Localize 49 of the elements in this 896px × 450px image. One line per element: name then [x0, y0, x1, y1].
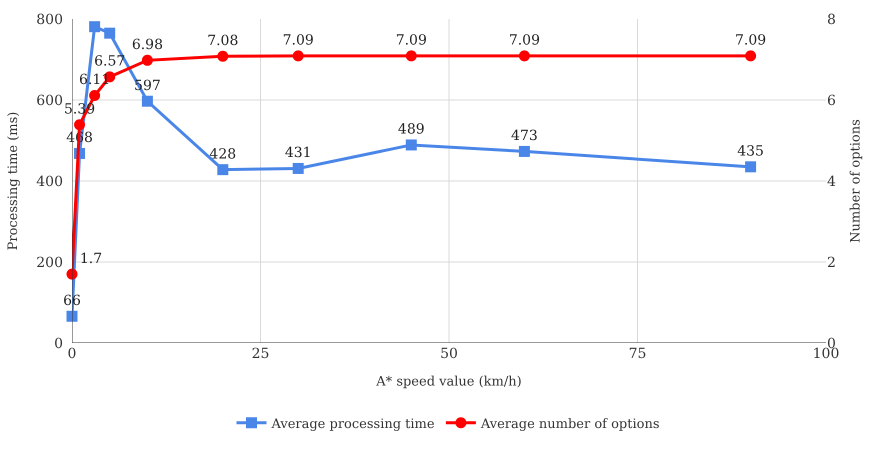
y2-axis-title: Number of options	[848, 119, 864, 243]
point	[142, 54, 153, 66]
point	[518, 50, 530, 62]
point	[406, 139, 417, 150]
point	[406, 50, 417, 62]
point	[142, 96, 153, 107]
x-tick-label: 50	[440, 346, 458, 362]
data-label: 7.09	[282, 32, 314, 48]
y2-tick-label: 2	[827, 254, 836, 271]
data-label: 7.09	[735, 32, 766, 48]
x-axis-title: A* speed value (km/h)	[375, 374, 522, 390]
point	[217, 50, 228, 62]
point	[89, 90, 100, 102]
data-label: 7.09	[508, 32, 540, 48]
data-label: 435	[737, 143, 764, 160]
y-tick-label: 400	[36, 174, 63, 190]
point	[292, 50, 304, 62]
point	[292, 162, 304, 174]
data-label: 6.98	[132, 36, 163, 53]
y-axis-title: Processing time (ms)	[6, 112, 22, 250]
y2-tick-label: 4	[827, 174, 836, 190]
point	[518, 146, 530, 157]
y-tick-label: 200	[36, 254, 63, 271]
data-label: 6.57	[94, 54, 126, 70]
legend-label: Average processing time	[270, 416, 435, 432]
data-label: 1.7	[80, 250, 102, 267]
data-label: 7.08	[207, 32, 238, 49]
data-label: 489	[398, 122, 425, 138]
legend-label: Average number of options	[480, 416, 660, 432]
point	[89, 21, 100, 32]
x-tick-label: 0	[68, 346, 76, 362]
point	[74, 119, 86, 130]
y-tick-label: 0	[54, 336, 63, 352]
y-tick-label: 800	[36, 12, 63, 28]
point	[66, 310, 78, 322]
data-label: 473	[511, 128, 538, 144]
point	[66, 268, 78, 280]
x-tick-label: 75	[628, 346, 646, 362]
y2-tick-label: 8	[827, 12, 836, 28]
y-tick-label: 600	[36, 92, 63, 109]
point	[104, 28, 116, 39]
point	[217, 164, 228, 176]
point	[745, 50, 756, 62]
x-tick-label: 25	[252, 346, 270, 362]
y2-tick-label: 6	[827, 92, 836, 109]
data-label: 428	[209, 146, 236, 162]
data-label: 431	[284, 145, 312, 162]
point	[745, 161, 756, 172]
data-label: 7.09	[396, 32, 427, 48]
